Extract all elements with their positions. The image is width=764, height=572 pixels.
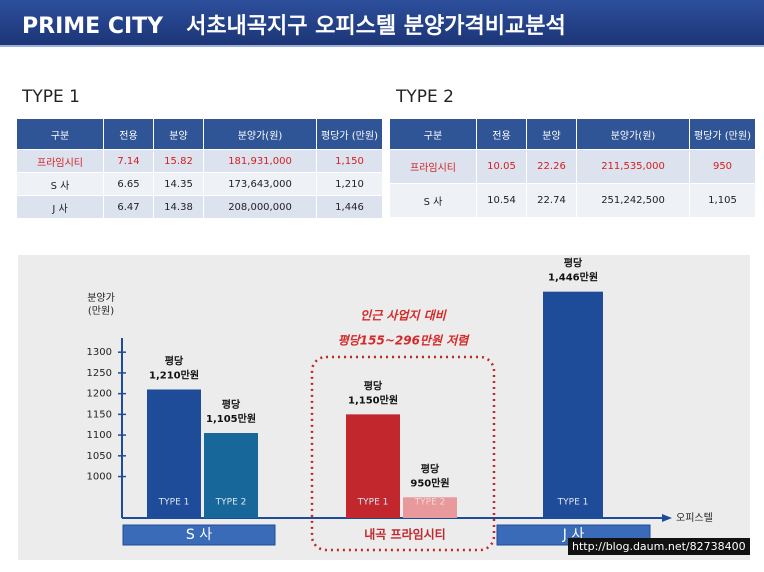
value-label-prefix: 평당 xyxy=(564,257,583,270)
y-tick-label: 1000 xyxy=(87,472,112,483)
watermark: http://blog.daum.net/82738400 xyxy=(568,538,750,555)
table-row: 프라임시티 10.05 22.26 211,535,000 950 xyxy=(389,149,756,184)
y-tick-label: 1250 xyxy=(87,368,112,379)
y-tick-label: 1050 xyxy=(87,451,112,462)
bar-category: TYPE 1 xyxy=(557,498,589,508)
y-tick-label: 1150 xyxy=(87,409,112,420)
y-axis-label: 분양가 xyxy=(87,292,115,304)
table-cell: 173,643,000 xyxy=(203,172,317,196)
header-cell: 전용 xyxy=(103,118,154,150)
value-label-prefix: 평당 xyxy=(421,462,440,475)
annotation: 평당155~296만원 저렴 xyxy=(338,334,471,348)
table-cell: 10.54 xyxy=(476,183,527,218)
table-cell: 1,210 xyxy=(316,172,383,196)
table-cell: S 사 xyxy=(16,172,104,196)
table-cell: 7.14 xyxy=(103,149,154,173)
group-label: 내곡 프라임시티 xyxy=(364,527,445,542)
header-row: 구분 전용 분양 분양가(원) 평당가 (만원) xyxy=(16,118,383,150)
value-label-prefix: 평당 xyxy=(222,398,241,411)
table-row: S 사 10.54 22.74 251,242,500 1,105 xyxy=(389,183,756,218)
header-cell: 분양 xyxy=(153,118,204,150)
table-cell: 950 xyxy=(689,149,756,184)
bar xyxy=(543,291,603,518)
table-cell: 1,446 xyxy=(316,195,383,219)
value-label-prefix: 평당 xyxy=(364,379,383,392)
table-cell: 181,931,000 xyxy=(203,149,317,173)
table-cell: 1,105 xyxy=(689,183,756,218)
table-cell: 15.82 xyxy=(153,149,204,173)
table-cell: 211,535,000 xyxy=(576,149,690,184)
value-label: 1,210만원 xyxy=(149,368,199,381)
value-label: 1,150만원 xyxy=(348,393,398,406)
title: PRIME CITY 서초내곡지구 오피스텔 분양가격비교분석 xyxy=(22,14,566,39)
table-cell: 22.26 xyxy=(526,149,577,184)
bar xyxy=(147,389,201,518)
table-row: S 사 6.65 14.35 173,643,000 1,210 xyxy=(16,172,383,196)
group-label-box xyxy=(122,524,276,546)
x-axis-arrow xyxy=(662,514,672,522)
header: PRIME CITY 서초내곡지구 오피스텔 분양가격비교분석 xyxy=(0,0,764,47)
table-cell: J 사 xyxy=(16,195,104,219)
header-cell: 전용 xyxy=(476,118,527,150)
header-cell: 구분 xyxy=(389,118,477,150)
table-title: TYPE 1 xyxy=(22,87,80,107)
value-label-prefix: 평당 xyxy=(165,354,184,367)
header-cell: 평당가 (만원) xyxy=(689,118,756,150)
y-tick-label: 1300 xyxy=(87,347,112,358)
y-tick-label: 1100 xyxy=(87,430,112,441)
y-tick-label: 1200 xyxy=(87,389,112,400)
table-cell: 14.38 xyxy=(153,195,204,219)
bar-category: TYPE 1 xyxy=(357,498,389,508)
bar-category: TYPE 2 xyxy=(215,498,247,508)
y-axis-label: (만원) xyxy=(88,305,114,317)
table-cell: 프라임시티 xyxy=(389,149,477,184)
table-cell: 6.65 xyxy=(103,172,154,196)
table-cell: S 사 xyxy=(389,183,477,218)
table: 구분 전용 분양 분양가(원) 평당가 (만원) 프라임시티 10.05 22.26 211,5… xyxy=(389,118,756,218)
header-cell: 분양가(원) xyxy=(576,118,690,150)
table-cell: 208,000,000 xyxy=(203,195,317,219)
table-cell: 6.47 xyxy=(103,195,154,219)
table-cell: 251,242,500 xyxy=(576,183,690,218)
table-cell: 22.74 xyxy=(526,183,577,218)
header-cell: 평당가 (만원) xyxy=(316,118,383,150)
x-axis-label: 오피스텔 xyxy=(676,512,713,524)
header-cell: 분양 xyxy=(526,118,577,150)
table-title: TYPE 2 xyxy=(396,87,454,107)
table-cell: 14.35 xyxy=(153,172,204,196)
value-label: 1,446만원 xyxy=(548,271,598,284)
header-cell: 구분 xyxy=(16,118,104,150)
bar xyxy=(403,497,457,518)
bar xyxy=(346,414,400,518)
value-label: 1,105만원 xyxy=(206,412,256,425)
table: 구분 전용 분양 분양가(원) 평당가 (만원) 프라임시티 7.14 15.82 181,93… xyxy=(16,118,383,219)
bar-category: TYPE 1 xyxy=(158,498,190,508)
table-row: 프라임시티 7.14 15.82 181,931,000 1,150 xyxy=(16,149,383,173)
annotation: 인근 사업지 대비 xyxy=(360,309,448,323)
bar-category: TYPE 2 xyxy=(414,498,446,508)
value-label: 950만원 xyxy=(410,476,449,489)
bar xyxy=(204,433,258,518)
table-cell: 10.05 xyxy=(476,149,527,184)
header-row: 구분 전용 분양 분양가(원) 평당가 (만원) xyxy=(389,118,756,150)
table-cell: 프라임시티 xyxy=(16,149,104,173)
highlight-box xyxy=(310,355,496,552)
table-row: J 사 6.47 14.38 208,000,000 1,446 xyxy=(16,195,383,219)
table-cell: 1,150 xyxy=(316,149,383,173)
group-label: S 사 xyxy=(186,527,212,543)
header-cell: 분양가(원) xyxy=(203,118,317,150)
